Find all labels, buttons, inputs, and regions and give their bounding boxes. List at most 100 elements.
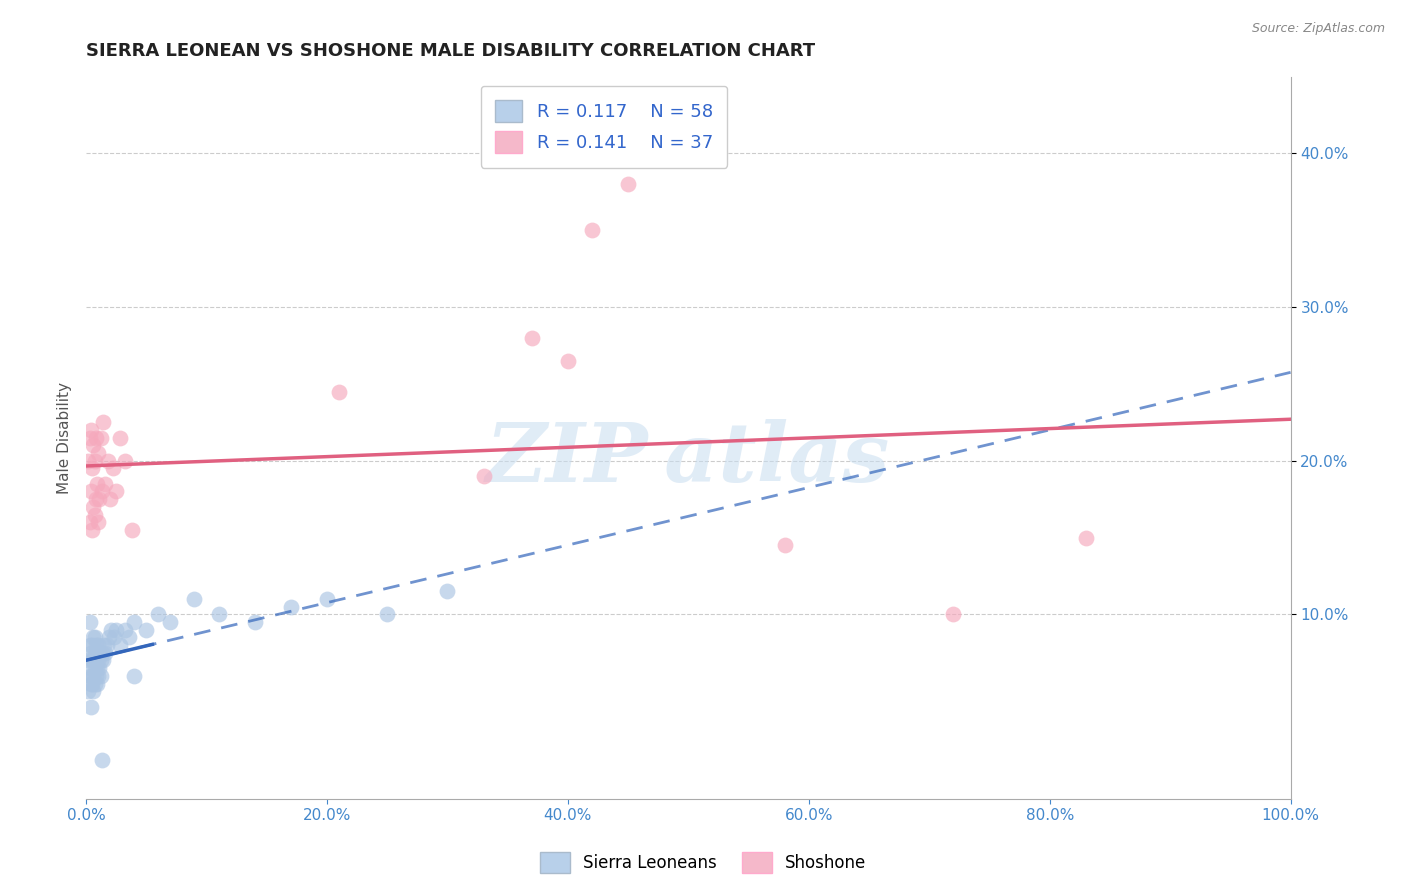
Point — [581, 223, 603, 237]
Point — [97, 631, 120, 645]
Point — [280, 599, 302, 614]
Point — [436, 584, 458, 599]
Point — [98, 492, 121, 507]
Point — [83, 508, 105, 522]
Point — [84, 492, 107, 507]
Point — [82, 669, 104, 683]
Point — [87, 446, 110, 460]
Point — [108, 431, 131, 445]
Point — [148, 607, 170, 622]
Point — [93, 638, 115, 652]
Point — [89, 669, 111, 683]
Point — [84, 653, 107, 667]
Point — [114, 623, 136, 637]
Point — [80, 699, 103, 714]
Point — [83, 454, 105, 468]
Point — [82, 684, 104, 698]
Point — [89, 492, 111, 507]
Point — [86, 661, 108, 675]
Point — [89, 653, 111, 667]
Point — [82, 500, 104, 514]
Point — [84, 638, 107, 652]
Point — [108, 638, 131, 652]
Point — [79, 431, 101, 445]
Point — [83, 661, 105, 675]
Point — [90, 646, 112, 660]
Point — [80, 484, 103, 499]
Point — [80, 653, 103, 667]
Point — [80, 638, 103, 652]
Point — [80, 461, 103, 475]
Point — [159, 615, 181, 629]
Point — [90, 484, 112, 499]
Point — [90, 753, 112, 767]
Point — [114, 454, 136, 468]
Point — [135, 623, 157, 637]
Point — [96, 638, 118, 652]
Point — [82, 438, 104, 452]
Point — [91, 415, 114, 429]
Y-axis label: Male Disability: Male Disability — [58, 382, 72, 493]
Point — [77, 454, 100, 468]
Text: ZIP atlas: ZIP atlas — [486, 419, 890, 500]
Point — [103, 631, 125, 645]
Point — [89, 646, 111, 660]
Point — [316, 592, 339, 607]
Point — [79, 515, 101, 529]
Point — [80, 676, 103, 690]
Point — [86, 476, 108, 491]
Text: SIERRA LEONEAN VS SHOSHONE MALE DISABILITY CORRELATION CHART: SIERRA LEONEAN VS SHOSHONE MALE DISABILI… — [86, 42, 815, 60]
Point — [82, 631, 104, 645]
Point — [183, 592, 205, 607]
Point — [94, 646, 117, 660]
Point — [773, 538, 796, 552]
Point — [86, 676, 108, 690]
Point — [89, 661, 111, 675]
Point — [105, 484, 128, 499]
Point — [87, 515, 110, 529]
Text: Source: ZipAtlas.com: Source: ZipAtlas.com — [1251, 22, 1385, 36]
Point — [87, 638, 110, 652]
Point — [328, 384, 350, 399]
Point — [83, 676, 105, 690]
Point — [79, 638, 101, 652]
Point — [83, 646, 105, 660]
Point — [80, 676, 103, 690]
Point — [83, 631, 105, 645]
Point — [82, 653, 104, 667]
Point — [87, 669, 110, 683]
Point — [87, 653, 110, 667]
Point — [207, 607, 229, 622]
Point — [79, 669, 101, 683]
Point — [122, 669, 145, 683]
Point — [80, 423, 103, 437]
Point — [472, 469, 495, 483]
Point — [77, 653, 100, 667]
Point — [942, 607, 965, 622]
Point — [80, 523, 103, 537]
Point — [80, 669, 103, 683]
Point — [520, 331, 543, 345]
Point — [118, 631, 141, 645]
Point — [243, 615, 266, 629]
Point — [1074, 531, 1097, 545]
Point — [617, 177, 640, 191]
Point — [94, 476, 117, 491]
Point — [84, 669, 107, 683]
Point — [375, 607, 398, 622]
Point — [97, 454, 120, 468]
Point — [91, 653, 114, 667]
Point — [100, 623, 122, 637]
Point — [84, 431, 107, 445]
Point — [557, 354, 579, 368]
Point — [89, 431, 111, 445]
Point — [80, 661, 103, 675]
Legend: Sierra Leoneans, Shoshone: Sierra Leoneans, Shoshone — [533, 846, 873, 880]
Point — [101, 461, 124, 475]
Point — [105, 623, 128, 637]
Point — [80, 646, 103, 660]
Point — [77, 684, 100, 698]
Point — [79, 615, 101, 629]
Point — [122, 615, 145, 629]
Legend: R = 0.117    N = 58, R = 0.141    N = 37: R = 0.117 N = 58, R = 0.141 N = 37 — [481, 86, 727, 168]
